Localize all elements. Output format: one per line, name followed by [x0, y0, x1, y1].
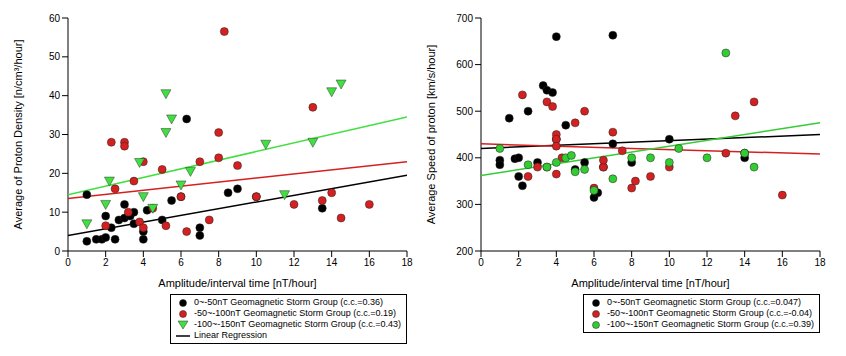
svg-text:6: 6: [178, 257, 184, 268]
html-text:0~-50nT Geomagnetic Storm Grou: 0~-50nT Geomagnetic Storm Group (c.c.=0.…: [607, 297, 801, 307]
svg-text:Average of Proton Density [n/c: Average of Proton Density [n/cm³/hour]: [12, 40, 24, 230]
svg-text:40: 40: [49, 90, 61, 101]
html-text:0~-50nT Geomagnetic Storm Grou: 0~-50nT Geomagnetic Storm Group (c.c.=0.…: [194, 297, 383, 307]
svg-text:Amplitude/interval time [nT/ho: Amplitude/interval time [nT/hour]: [571, 277, 729, 289]
svg-text:18: 18: [814, 257, 826, 268]
svg-text:20: 20: [49, 168, 61, 179]
svg-text:2: 2: [516, 257, 522, 268]
svg-text:12: 12: [701, 257, 713, 268]
svg-text:10: 10: [49, 207, 61, 218]
html-text:-50~-100nT Geomagnetic Storm G: -50~-100nT Geomagnetic Storm Group (c.c.…: [194, 308, 396, 318]
html-text:-50~-100nT Geomagnetic Storm G: -50~-100nT Geomagnetic Storm Group (c.c.…: [607, 308, 812, 318]
svg-text:Average Speed of proton [km/s/: Average Speed of proton [km/s/hour]: [425, 45, 437, 225]
html-text:Linear Regression: Linear Regression: [194, 330, 268, 340]
svg-text:18: 18: [401, 257, 413, 268]
svg-text:12: 12: [288, 257, 300, 268]
svg-text:500: 500: [456, 106, 473, 117]
svg-text:50: 50: [49, 51, 61, 62]
svg-text:6: 6: [591, 257, 597, 268]
svg-text:200: 200: [456, 246, 473, 257]
svg-text:14: 14: [739, 257, 751, 268]
svg-text:700: 700: [456, 13, 473, 24]
svg-text:4: 4: [554, 257, 560, 268]
svg-text:300: 300: [456, 199, 473, 210]
svg-text:16: 16: [777, 257, 789, 268]
svg-text:0: 0: [54, 246, 60, 257]
svg-text:400: 400: [456, 152, 473, 163]
html-text:-100~-150nT Geomagnetic Storm: -100~-150nT Geomagnetic Storm Group (c.c…: [194, 319, 401, 329]
svg-text:4: 4: [141, 257, 147, 268]
svg-text:Amplitude/interval time [nT/ho: Amplitude/interval time [nT/hour]: [158, 277, 316, 289]
svg-text:8: 8: [629, 257, 635, 268]
svg-text:10: 10: [251, 257, 263, 268]
svg-text:0: 0: [478, 257, 484, 268]
svg-text:30: 30: [49, 129, 61, 140]
svg-text:2: 2: [103, 257, 109, 268]
svg-text:600: 600: [456, 59, 473, 70]
html-text:-100~-150nT Geomagnetic Storm: -100~-150nT Geomagnetic Storm Group (c.c…: [607, 319, 814, 329]
svg-text:8: 8: [216, 257, 222, 268]
svg-text:16: 16: [364, 257, 376, 268]
svg-text:10: 10: [664, 257, 676, 268]
svg-text:0: 0: [65, 257, 71, 268]
svg-text:14: 14: [326, 257, 338, 268]
svg-text:60: 60: [49, 13, 61, 24]
